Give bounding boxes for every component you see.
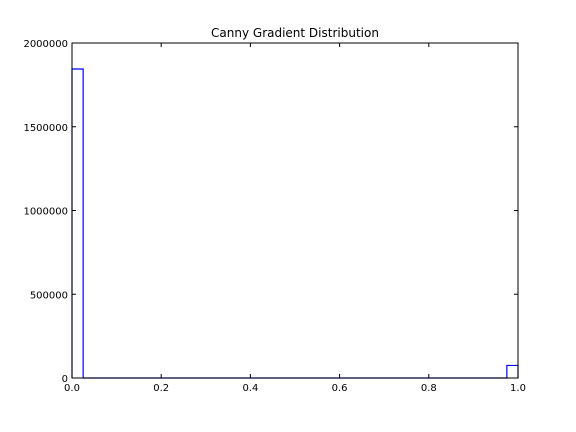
y-tick-label: 2000000 bbox=[23, 39, 68, 50]
x-tick-label: 0.6 bbox=[332, 383, 348, 394]
y-tick-label: 1000000 bbox=[23, 207, 68, 218]
y-tick-label: 1500000 bbox=[23, 123, 68, 134]
chart-title: Canny Gradient Distribution bbox=[211, 26, 379, 40]
y-tick-label: 500000 bbox=[30, 290, 68, 301]
x-tick-label: 1.0 bbox=[510, 383, 526, 394]
y-tick-label: 0 bbox=[62, 374, 68, 385]
x-tick-label: 0.8 bbox=[421, 383, 437, 394]
x-tick-label: 0.4 bbox=[242, 383, 258, 394]
x-tick-label: 0.0 bbox=[64, 383, 80, 394]
axes-frame bbox=[71, 42, 519, 379]
x-tick-label: 0.2 bbox=[153, 383, 169, 394]
histogram-step-line bbox=[71, 68, 519, 379]
